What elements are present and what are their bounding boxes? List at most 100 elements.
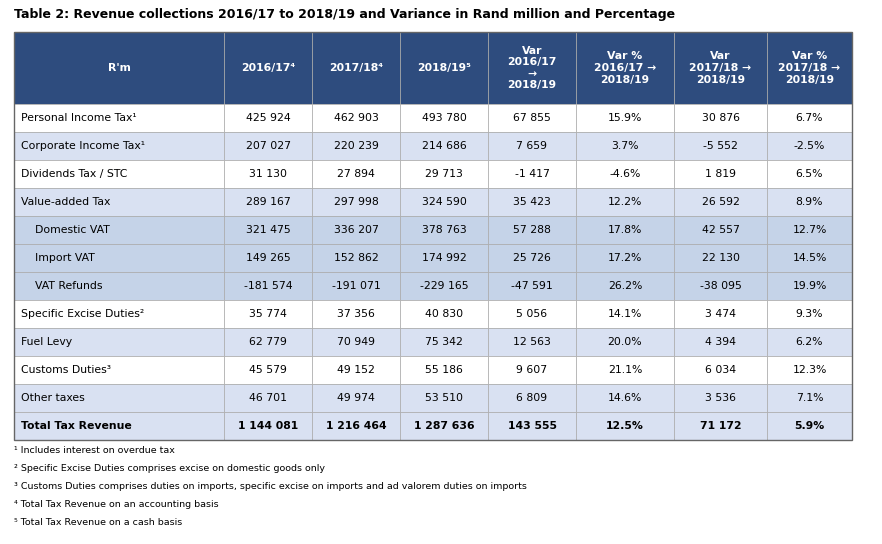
Bar [767,132,852,160]
Bar [224,104,312,132]
Bar [224,328,312,356]
Bar [767,384,852,412]
Text: 6 809: 6 809 [517,393,548,403]
Bar [14,188,224,216]
Bar [400,132,488,160]
Bar [14,132,224,160]
Bar [400,216,488,244]
Text: 174 992: 174 992 [422,253,467,263]
Text: Dividends Tax / STC: Dividends Tax / STC [21,169,127,179]
Text: 6.2%: 6.2% [796,337,823,347]
Bar [224,188,312,216]
Bar [674,328,767,356]
Bar [576,412,674,440]
Bar [576,356,674,384]
Bar [576,272,674,300]
Text: Var
2017/18 →
2018/19: Var 2017/18 → 2018/19 [690,51,751,85]
Text: -229 165: -229 165 [420,281,468,291]
Bar [224,356,312,384]
Text: 2018/19⁵: 2018/19⁵ [417,63,471,73]
Text: 149 265: 149 265 [245,253,290,263]
Text: 71 172: 71 172 [699,421,741,431]
Text: -1 417: -1 417 [514,169,549,179]
Bar [400,356,488,384]
Bar [400,300,488,328]
Bar [224,32,312,104]
Bar [312,384,400,412]
Bar [674,132,767,160]
Bar [674,244,767,272]
Bar [14,244,224,272]
Text: 57 288: 57 288 [513,225,551,235]
Text: 26 592: 26 592 [701,197,739,207]
Bar [224,384,312,412]
Text: 67 855: 67 855 [513,113,551,123]
Text: Domestic VAT: Domestic VAT [21,225,109,235]
Text: 493 780: 493 780 [422,113,467,123]
Bar [14,272,224,300]
Bar [14,32,852,440]
Text: Var %
2017/18 →
2018/19: Var % 2017/18 → 2018/19 [779,51,841,85]
Bar [767,216,852,244]
Bar [14,32,224,104]
Text: 4 394: 4 394 [705,337,736,347]
Bar [674,272,767,300]
Text: 55 186: 55 186 [425,365,463,375]
Text: Corporate Income Tax¹: Corporate Income Tax¹ [21,141,145,151]
Bar [488,132,576,160]
Bar [14,160,224,188]
Bar [488,216,576,244]
Text: 1 144 081: 1 144 081 [238,421,298,431]
Text: Value-added Tax: Value-added Tax [21,197,110,207]
Text: 6.5%: 6.5% [796,169,823,179]
Bar [224,412,312,440]
Text: R'm: R'm [108,63,131,73]
Text: 289 167: 289 167 [245,197,290,207]
Text: 12.2%: 12.2% [608,197,642,207]
Bar [767,412,852,440]
Bar [14,300,224,328]
Text: 6 034: 6 034 [705,365,736,375]
Bar [400,104,488,132]
Text: 3.7%: 3.7% [611,141,639,151]
Bar [14,216,224,244]
Text: Fuel Levy: Fuel Levy [21,337,72,347]
Text: 22 130: 22 130 [701,253,739,263]
Text: Total Tax Revenue: Total Tax Revenue [21,421,131,431]
Text: 14.5%: 14.5% [792,253,826,263]
Text: 21.1%: 21.1% [608,365,642,375]
Text: ¹ Includes interest on overdue tax: ¹ Includes interest on overdue tax [14,446,175,455]
Bar [674,104,767,132]
Bar [488,244,576,272]
Bar [674,384,767,412]
Bar [14,384,224,412]
Text: 12.5%: 12.5% [606,421,644,431]
Text: Var %
2016/17 →
2018/19: Var % 2016/17 → 2018/19 [594,51,656,85]
Text: 35 423: 35 423 [513,197,551,207]
Bar [767,188,852,216]
Bar [312,412,400,440]
Bar [576,216,674,244]
Text: 46 701: 46 701 [249,393,287,403]
Bar [674,300,767,328]
Bar [576,132,674,160]
Text: 5.9%: 5.9% [795,421,825,431]
Text: 207 027: 207 027 [245,141,290,151]
Bar [576,244,674,272]
Text: 7 659: 7 659 [517,141,548,151]
Bar [488,104,576,132]
Text: 75 342: 75 342 [425,337,463,347]
Bar [14,412,224,440]
Text: 152 862: 152 862 [333,253,378,263]
Bar [400,160,488,188]
Text: 297 998: 297 998 [333,197,378,207]
Bar [312,188,400,216]
Bar [767,328,852,356]
Bar [488,272,576,300]
Text: 12.3%: 12.3% [792,365,826,375]
Bar [400,188,488,216]
Text: Other taxes: Other taxes [21,393,85,403]
Bar [224,132,312,160]
Bar [674,356,767,384]
Text: 15.9%: 15.9% [608,113,642,123]
